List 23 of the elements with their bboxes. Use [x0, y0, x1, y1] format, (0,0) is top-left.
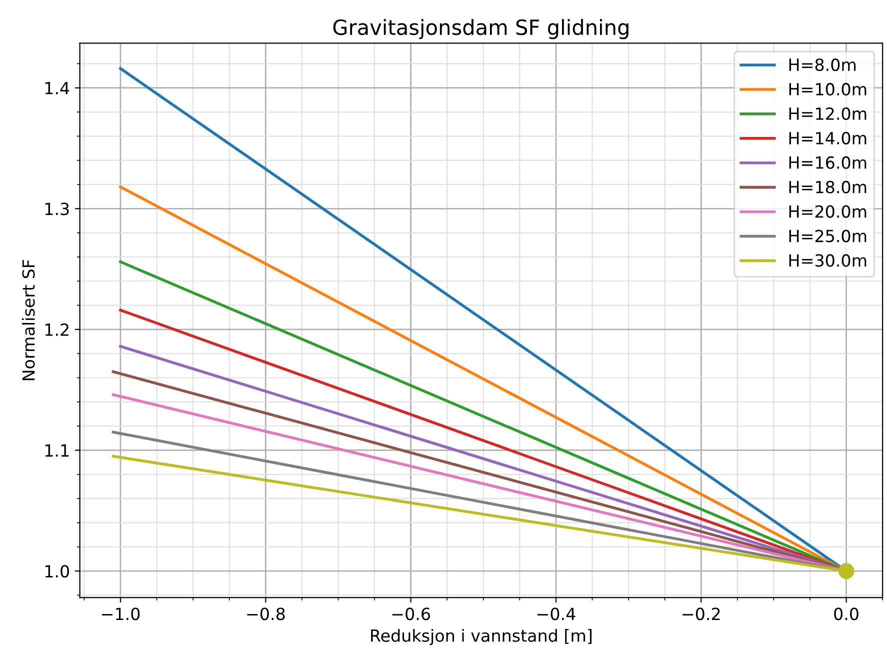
- legend-label: H=25.0m: [789, 230, 866, 242]
- legend-label: H=16.0m: [789, 156, 866, 169]
- x-tick-label: 0.0: [834, 608, 858, 620]
- x-tick-label: −0.6: [392, 608, 430, 620]
- y-tick-label: 1.0: [45, 564, 69, 578]
- legend-label: H=14.0m: [789, 132, 866, 144]
- y-tick-label: 1.4: [45, 82, 70, 94]
- legend-label: H=30.0m: [789, 254, 866, 267]
- x-tick-label: −0.8: [247, 608, 285, 620]
- legend-label: H=20.0m: [789, 205, 866, 218]
- x-tick-label: −0.4: [537, 608, 576, 620]
- legend-label: H=8.0m: [789, 58, 856, 72]
- y-tick-label: 1.2: [45, 323, 68, 336]
- y-tick-label: 1.1: [45, 444, 69, 457]
- x-tick-label: −1.0: [102, 608, 140, 620]
- y-tick-label: 1.3: [45, 202, 69, 216]
- legend-label: H=12.0m: [789, 107, 866, 120]
- legend-label: H=18.0m: [789, 180, 866, 194]
- x-axis-title: Reduksjon i vannstand [m]: [371, 629, 592, 646]
- chart-title: Gravitasjonsdam SF glidning: [333, 18, 628, 40]
- x-tick-label: −0.2: [682, 608, 720, 620]
- legend-label: H=10.0m: [789, 82, 866, 96]
- y-axis-title: Normalisert SF: [22, 260, 35, 380]
